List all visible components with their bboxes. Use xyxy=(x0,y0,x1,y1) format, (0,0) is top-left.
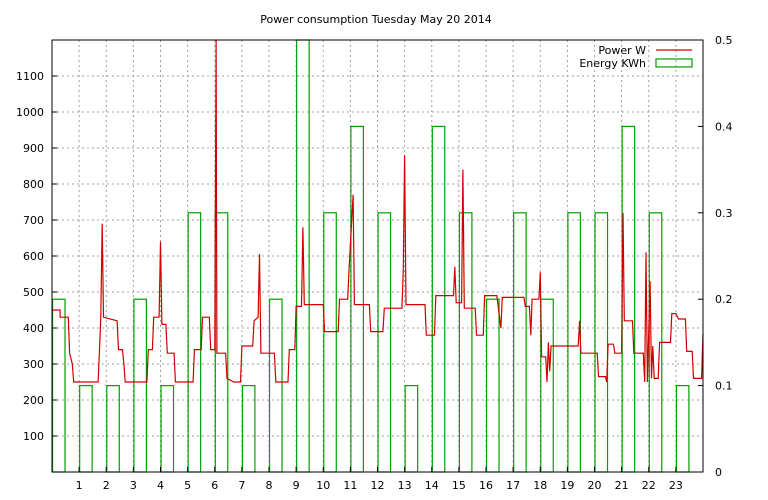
x-tick-label: 4 xyxy=(157,479,164,492)
x-tick-label: 20 xyxy=(588,479,602,492)
y-tick-label: 1100 xyxy=(16,70,44,83)
y-tick-label: 600 xyxy=(23,250,44,263)
y-tick-label: 700 xyxy=(23,214,44,227)
energy-bar xyxy=(540,298,554,473)
x-tick-label: 1 xyxy=(76,479,83,492)
x-tick-label: 5 xyxy=(184,479,191,492)
x-tick-label: 3 xyxy=(130,479,137,492)
x-tick-label: 19 xyxy=(560,479,574,492)
y-tick-label: 1000 xyxy=(16,106,44,119)
x-tick-label: 18 xyxy=(533,479,547,492)
y-tick-label: 300 xyxy=(23,358,44,371)
y2-tick-label: 0.4 xyxy=(715,120,733,133)
power-line-layer xyxy=(52,39,704,383)
x-tick-label: 21 xyxy=(615,479,629,492)
x-tick-label: 11 xyxy=(343,479,357,492)
energy-bar xyxy=(431,125,446,473)
y-tick-label: 400 xyxy=(23,322,44,335)
y2-tick-label: 0.1 xyxy=(715,380,733,393)
energy-bar xyxy=(79,385,93,473)
energy-bar xyxy=(377,212,392,473)
y-tick-label: 500 xyxy=(23,286,44,299)
energy-bar xyxy=(675,385,690,473)
x-tick-label: 8 xyxy=(266,479,273,492)
x-tick-label: 10 xyxy=(316,479,330,492)
power-line xyxy=(52,39,704,383)
x-tick-label: 12 xyxy=(371,479,385,492)
energy-bar xyxy=(133,298,147,473)
legend: Power W Energy KWh xyxy=(579,44,693,70)
legend-swatch-energy xyxy=(655,58,693,68)
y2-tick-label: 0.3 xyxy=(715,207,733,220)
energy-bar xyxy=(404,385,419,473)
energy-bar xyxy=(51,298,66,473)
energy-bar xyxy=(160,385,175,473)
y-tick-label: 800 xyxy=(23,178,44,191)
y-tick-label: 200 xyxy=(23,394,44,407)
x-tick-label: 14 xyxy=(425,479,439,492)
x-tick-label: 2 xyxy=(103,479,110,492)
energy-bar xyxy=(106,385,120,473)
axes-layer: 1 2 3 4 5 6 7 8 9 10 11 12 13 14 15 16 17 18 19 20 21 22 23100… xyxy=(16,34,733,492)
y2-tick-label: 0.2 xyxy=(715,293,733,306)
x-tick-label: 15 xyxy=(452,479,466,492)
energy-bar xyxy=(594,212,609,473)
energy-bar xyxy=(241,385,256,473)
x-tick-label: 17 xyxy=(506,479,520,492)
energy-bar xyxy=(350,125,364,473)
x-tick-label: 6 xyxy=(211,479,218,492)
energy-bar xyxy=(187,212,202,473)
x-tick-label: 16 xyxy=(479,479,493,492)
y-tick-label: 100 xyxy=(23,430,44,443)
energy-bar xyxy=(268,298,283,473)
x-tick-label: 23 xyxy=(669,479,683,492)
x-tick-label: 13 xyxy=(398,479,412,492)
legend-label-energy: Energy KWh xyxy=(579,57,646,70)
y2-tick-label: 0.5 xyxy=(715,34,733,47)
energy-bar xyxy=(458,212,473,473)
x-tick-label: 22 xyxy=(642,479,656,492)
legend-label-power: Power W xyxy=(598,44,646,57)
energy-bar xyxy=(513,212,527,473)
y2-tick-label: 0 xyxy=(715,466,722,479)
energy-bar xyxy=(485,298,500,473)
x-tick-label: 9 xyxy=(293,479,300,492)
energy-bar xyxy=(323,212,337,473)
chart-title: Power consumption Tuesday May 20 2014 xyxy=(260,13,491,26)
x-tick-label: 7 xyxy=(238,479,245,492)
y-tick-label: 900 xyxy=(23,142,44,155)
